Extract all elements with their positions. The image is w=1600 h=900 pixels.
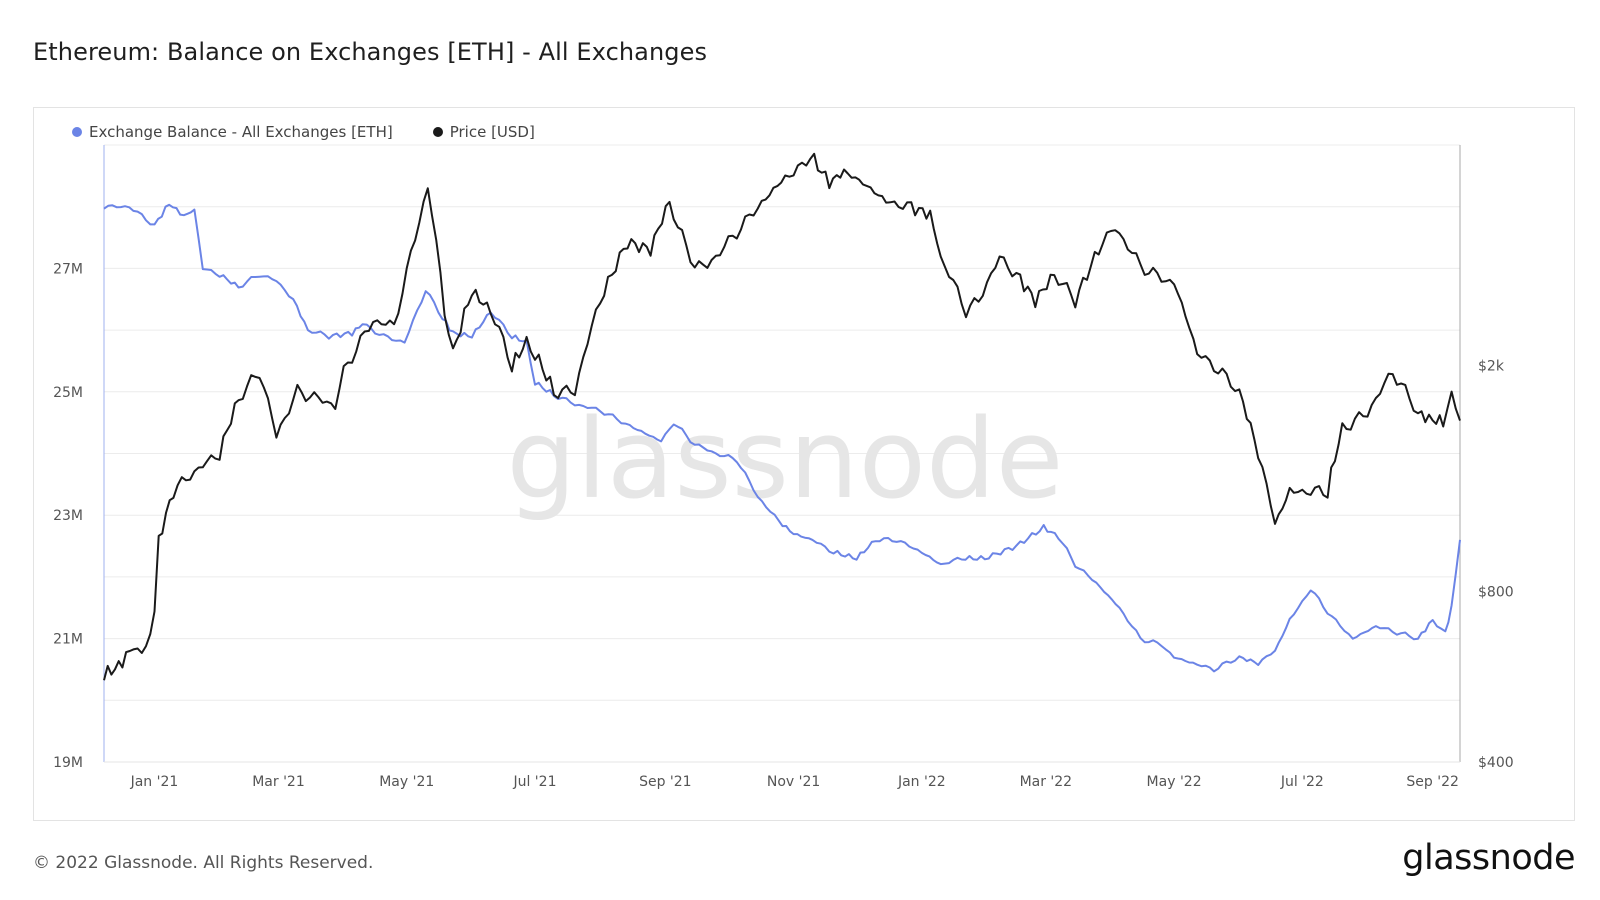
- glassnode-logo: glassnode: [1402, 838, 1575, 878]
- y-axis-right: $400 $800 $2k: [1478, 359, 1514, 771]
- chart-title: Ethereum: Balance on Exchanges [ETH] - A…: [33, 38, 708, 66]
- legend-balance-marker: [72, 127, 82, 137]
- legend-balance-label: Exchange Balance - All Exchanges [ETH]: [89, 123, 393, 141]
- series-line-balance: [103, 203, 1461, 673]
- y-right-tick-label: $400: [1478, 755, 1514, 771]
- y-left-tick-label: 21M: [53, 632, 83, 648]
- legend-price-label: Price [USD]: [449, 123, 535, 141]
- grid-lines: [103, 144, 1461, 763]
- x-tick-label: Jul '21: [512, 774, 556, 790]
- legend-price-marker: [432, 127, 443, 137]
- x-tick-label: May '22: [1147, 774, 1202, 790]
- x-tick-label: May '21: [379, 774, 434, 790]
- chart-panel: [33, 107, 1575, 821]
- x-tick-label: Mar '22: [1020, 774, 1073, 790]
- x-tick-label: Jul '22: [1280, 774, 1324, 790]
- y-right-tick-label: $800: [1478, 584, 1514, 600]
- x-tick-label: Jan '21: [130, 774, 179, 790]
- x-tick-label: Sep '22: [1406, 774, 1459, 790]
- y-left-tick-label: 23M: [53, 508, 83, 524]
- series-lines: [103, 152, 1461, 681]
- x-tick-label: Sep '21: [639, 774, 692, 790]
- x-tick-label: Jan '22: [897, 774, 946, 790]
- watermark: glassnode: [507, 395, 1064, 523]
- x-tick-label: Mar '21: [252, 774, 305, 790]
- x-tick-label: Nov '21: [767, 774, 820, 790]
- y-left-tick-label: 25M: [53, 385, 83, 401]
- y-axis-left: 19M 21M 23M 25M 27M: [53, 261, 83, 771]
- copyright-footer: © 2022 Glassnode. All Rights Reserved.: [33, 853, 374, 873]
- legend-item-price[interactable]: Price [USD]: [432, 123, 535, 141]
- x-axis: Jan '21 Mar '21 May '21 Jul '21 Sep '21 Nov '…: [130, 774, 1459, 790]
- series-line-price: [103, 152, 1461, 681]
- y-left-tick-label: 19M: [53, 755, 83, 771]
- legend: Exchange Balance - All Exchanges [ETH] P…: [72, 123, 535, 141]
- y-right-tick-label: $2k: [1478, 359, 1505, 375]
- legend-item-balance[interactable]: Exchange Balance - All Exchanges [ETH]: [72, 123, 393, 141]
- y-left-tick-label: 27M: [53, 261, 83, 277]
